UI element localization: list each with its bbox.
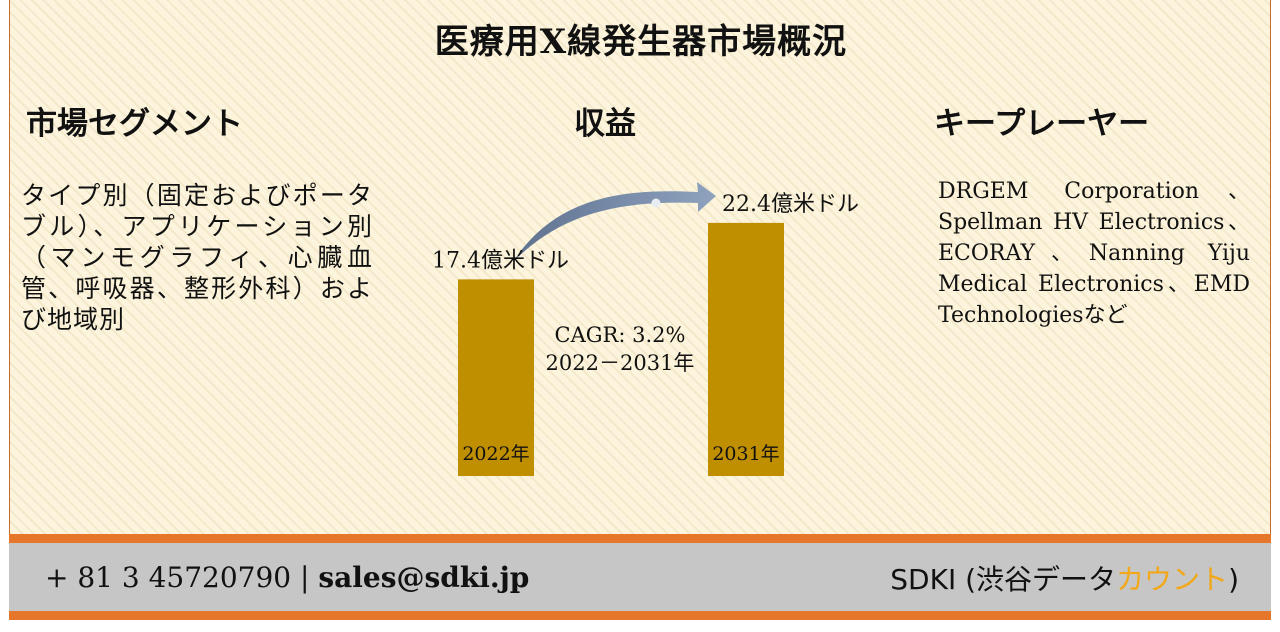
cagr-period-label: 2022－2031年 <box>546 351 695 375</box>
key-players-heading: キープレーヤー <box>934 106 1150 142</box>
phone-number: + 81 3 45720790 <box>45 561 292 594</box>
footer-bar: + 81 3 45720790 | sales@sdki.jp SDKI (渋谷… <box>9 534 1271 620</box>
page-title: 医療用X線発生器市場概況 <box>434 22 848 62</box>
growth-arrow <box>513 182 716 262</box>
brand-accent: カウント <box>1116 563 1229 596</box>
segments-heading: 市場セグメント <box>26 106 243 142</box>
value-label-0: 17.4億米ドル <box>432 248 569 273</box>
segments-text: タイプ別（固定およびポータブル）、アプリケーション別（マンモグラフィ、心臓血管、… <box>21 181 373 334</box>
contact-info: + 81 3 45720790 | sales@sdki.jp <box>45 561 529 594</box>
category-label-0: 2022年 <box>462 443 529 465</box>
revenue-heading: 収益 <box>574 106 636 142</box>
bar-0 <box>458 279 534 476</box>
cagr-label: CAGR: 3.2% <box>555 323 686 347</box>
brand-name: SDKI (渋谷データカウント) <box>890 558 1239 598</box>
category-label-1: 2031年 <box>712 443 779 465</box>
brand-prefix: SDKI (渋谷データ <box>890 563 1117 596</box>
key-players-text: DRGEM Corporation、Spellman HV Electronic… <box>938 179 1250 328</box>
email-link[interactable]: sales@sdki.jp <box>318 561 530 594</box>
value-label-1: 22.4億米ドル <box>722 192 859 217</box>
bar-1 <box>708 222 784 476</box>
separator: | <box>300 561 310 594</box>
arrow-highlight <box>651 198 661 208</box>
brand-suffix: ) <box>1228 563 1239 596</box>
overview-panel: 医療用X線発生器市場概況 市場セグメント 収益 キープレーヤー タイプ別（固定お… <box>9 0 1271 534</box>
